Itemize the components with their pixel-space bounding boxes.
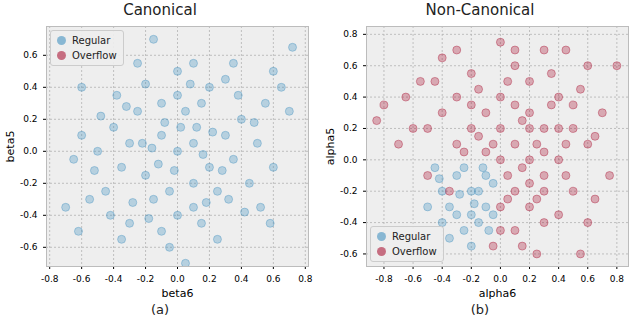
svg-text:-0.6: -0.6 xyxy=(73,274,91,284)
html-text:Non-Canonical: Non-Canonical xyxy=(425,1,535,19)
svg-text:0.0: 0.0 xyxy=(23,146,38,156)
svg-text:0.2: 0.2 xyxy=(522,274,536,284)
svg-text:0.0: 0.0 xyxy=(343,155,358,165)
html-text:Regular: Regular xyxy=(72,35,111,46)
svg-text:-0.6: -0.6 xyxy=(340,249,358,259)
svg-text:-0.4: -0.4 xyxy=(433,274,451,284)
svg-text:0.2: 0.2 xyxy=(202,274,216,284)
svg-text:0.2: 0.2 xyxy=(23,114,37,124)
svg-text:-0.2: -0.2 xyxy=(463,274,481,284)
svg-text:-0.6: -0.6 xyxy=(20,242,38,252)
svg-text:beta5: beta5 xyxy=(4,131,17,163)
svg-text:-0.4: -0.4 xyxy=(340,217,358,227)
svg-text:0.8: 0.8 xyxy=(298,274,313,284)
svg-text:0.6: 0.6 xyxy=(343,61,358,71)
svg-text:-0.4: -0.4 xyxy=(105,274,123,284)
svg-text:0.4: 0.4 xyxy=(551,274,566,284)
svg-text:0.4: 0.4 xyxy=(343,92,358,102)
svg-text:-0.8: -0.8 xyxy=(41,274,59,284)
html-text:Regular: Regular xyxy=(392,231,431,242)
html-text:(a): (a) xyxy=(150,302,170,317)
svg-text:0.6: 0.6 xyxy=(266,274,281,284)
html-text:Canonical: Canonical xyxy=(123,1,197,19)
html-text:Overflow: Overflow xyxy=(72,50,117,61)
svg-text:0.8: 0.8 xyxy=(610,274,625,284)
svg-text:alpha6: alpha6 xyxy=(479,287,517,300)
svg-text:0.8: 0.8 xyxy=(343,29,358,39)
svg-text:-0.6: -0.6 xyxy=(404,274,422,284)
svg-text:0.0: 0.0 xyxy=(170,274,185,284)
svg-text:0.6: 0.6 xyxy=(23,50,38,60)
svg-text:-0.8: -0.8 xyxy=(375,274,393,284)
svg-text:0.4: 0.4 xyxy=(234,274,249,284)
svg-text:0.2: 0.2 xyxy=(343,123,357,133)
svg-text:-0.2: -0.2 xyxy=(20,178,38,188)
html-text:Overflow: Overflow xyxy=(392,246,437,257)
html-text:(b): (b) xyxy=(470,302,490,317)
svg-text:beta6: beta6 xyxy=(162,287,194,300)
svg-text:-0.4: -0.4 xyxy=(20,210,38,220)
svg-text:-0.2: -0.2 xyxy=(340,186,358,196)
svg-text:0.4: 0.4 xyxy=(23,82,38,92)
svg-text:alpha5: alpha5 xyxy=(324,128,337,166)
svg-text:0.0: 0.0 xyxy=(493,274,508,284)
svg-text:0.6: 0.6 xyxy=(581,274,596,284)
svg-text:-0.2: -0.2 xyxy=(137,274,155,284)
